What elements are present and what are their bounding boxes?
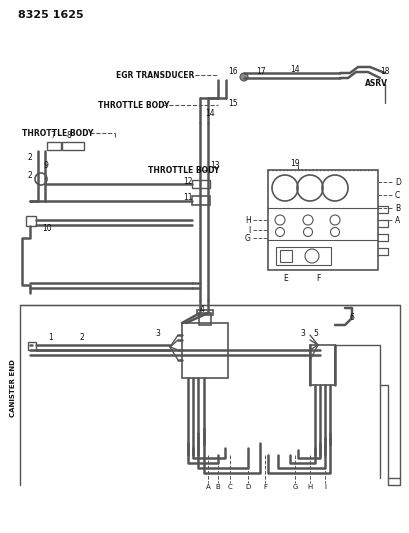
Bar [62,142,84,150]
Bar [28,342,36,350]
Text: 14: 14 [204,109,214,117]
Text: 3: 3 [299,328,304,337]
Text: 12: 12 [182,176,192,185]
Text: 2: 2 [80,334,85,343]
Text: H: H [245,215,250,224]
Text: THROTTLE BODY: THROTTLE BODY [148,166,219,174]
Text: C: C [227,484,232,490]
Text: F: F [262,484,266,490]
Text: A: A [205,484,210,490]
Text: THROTTLE BODY: THROTTLE BODY [22,128,93,138]
Text: 16: 16 [227,67,237,76]
Bar [275,247,330,265]
Text: H: H [307,484,312,490]
Text: CANISTER END: CANISTER END [10,359,16,417]
Text: ASRV: ASRV [364,78,387,87]
Text: 1: 1 [48,334,53,343]
Text: 8325 1625: 8325 1625 [18,10,83,20]
Bar [26,216,36,226]
Text: I: I [323,484,325,490]
Text: 10: 10 [42,223,52,232]
Bar [191,180,209,188]
Text: 3: 3 [155,328,160,337]
Bar [309,345,334,385]
Text: 7: 7 [50,131,55,140]
Circle shape [239,73,247,81]
Text: 14: 14 [290,64,299,74]
Text: B: B [394,204,399,213]
Text: 5: 5 [312,328,317,337]
Text: 6: 6 [349,313,354,322]
Bar [279,250,291,262]
Text: 11: 11 [182,192,192,201]
Text: 15: 15 [227,99,237,108]
Text: THROTTLE BODY: THROTTLE BODY [98,101,169,109]
Text: E: E [283,273,288,282]
Text: 13: 13 [209,160,219,169]
Bar [47,142,61,150]
Text: G: G [292,484,297,490]
Text: 18: 18 [379,67,389,76]
Text: A: A [394,215,399,224]
Text: 4: 4 [200,304,204,313]
Text: C: C [394,190,399,199]
Text: G: G [245,233,250,243]
Text: 8: 8 [67,131,72,140]
Text: 19: 19 [289,158,299,167]
Text: D: D [245,484,250,490]
Text: D: D [394,177,400,187]
Bar [191,196,209,205]
Bar [196,310,213,315]
Text: 17: 17 [255,67,265,76]
Text: 2: 2 [28,171,33,180]
Text: I: I [248,225,250,235]
Bar [198,313,211,325]
Bar [267,170,377,270]
Text: F: F [315,273,319,282]
Text: B: B [215,484,220,490]
Text: EGR TRANSDUCER: EGR TRANSDUCER [116,70,194,79]
Text: 9: 9 [44,160,49,169]
Bar [182,323,227,378]
Text: 2: 2 [28,152,33,161]
